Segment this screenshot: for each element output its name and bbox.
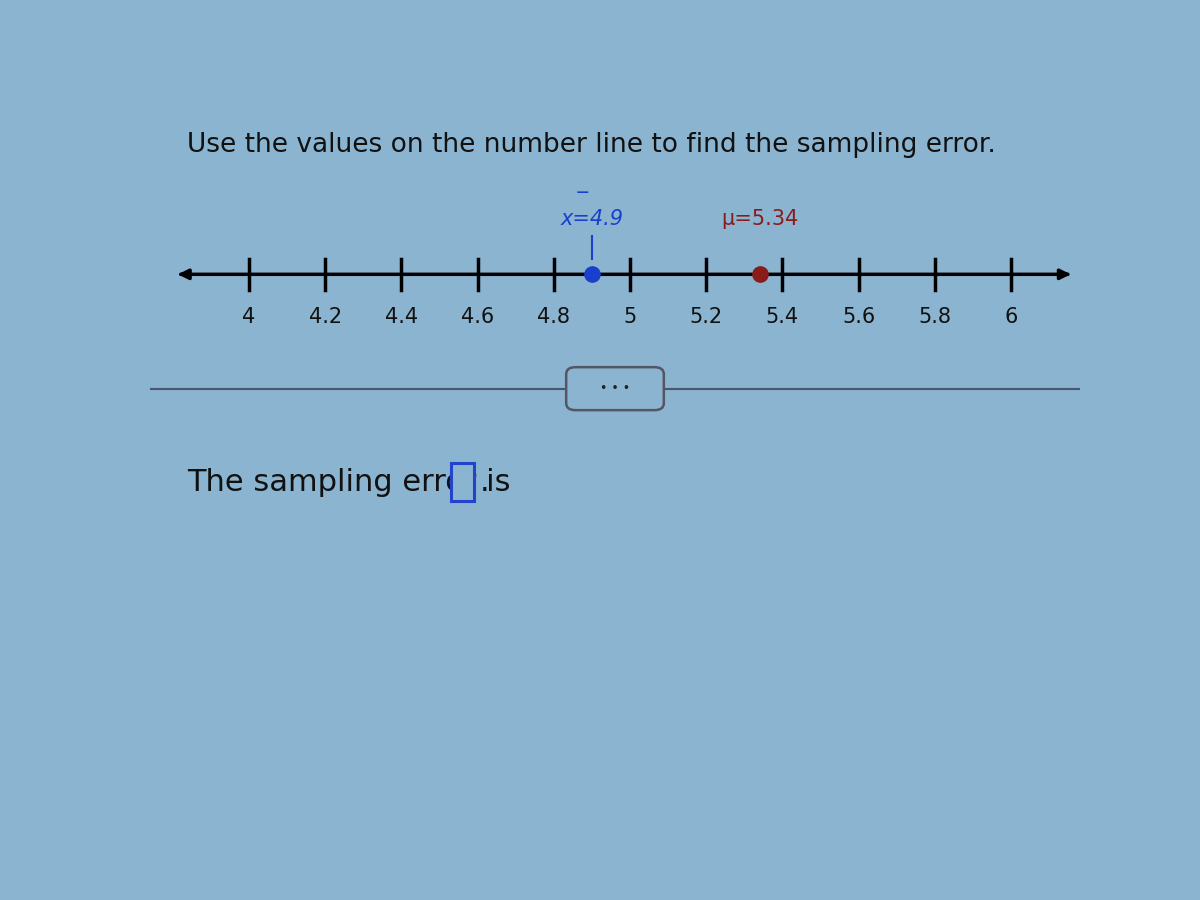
Text: The sampling error is: The sampling error is — [187, 468, 521, 497]
Text: μ=5.34: μ=5.34 — [721, 210, 798, 230]
Text: 4: 4 — [242, 307, 256, 327]
Text: Use the values on the number line to find the sampling error.: Use the values on the number line to fin… — [187, 132, 996, 158]
Text: 5.2: 5.2 — [690, 307, 722, 327]
FancyBboxPatch shape — [566, 367, 664, 410]
Text: 5.4: 5.4 — [766, 307, 799, 327]
FancyBboxPatch shape — [451, 464, 474, 501]
Text: .: . — [480, 468, 490, 497]
Text: x=4.9: x=4.9 — [560, 210, 624, 230]
Text: • • •: • • • — [600, 382, 630, 395]
Text: 4.6: 4.6 — [461, 307, 494, 327]
Text: 4.2: 4.2 — [308, 307, 342, 327]
Text: 5.8: 5.8 — [918, 307, 952, 327]
Text: 6: 6 — [1004, 307, 1018, 327]
Text: 4.8: 4.8 — [538, 307, 570, 327]
Text: 5: 5 — [623, 307, 637, 327]
Text: 4.4: 4.4 — [385, 307, 418, 327]
Text: 5.6: 5.6 — [842, 307, 875, 327]
